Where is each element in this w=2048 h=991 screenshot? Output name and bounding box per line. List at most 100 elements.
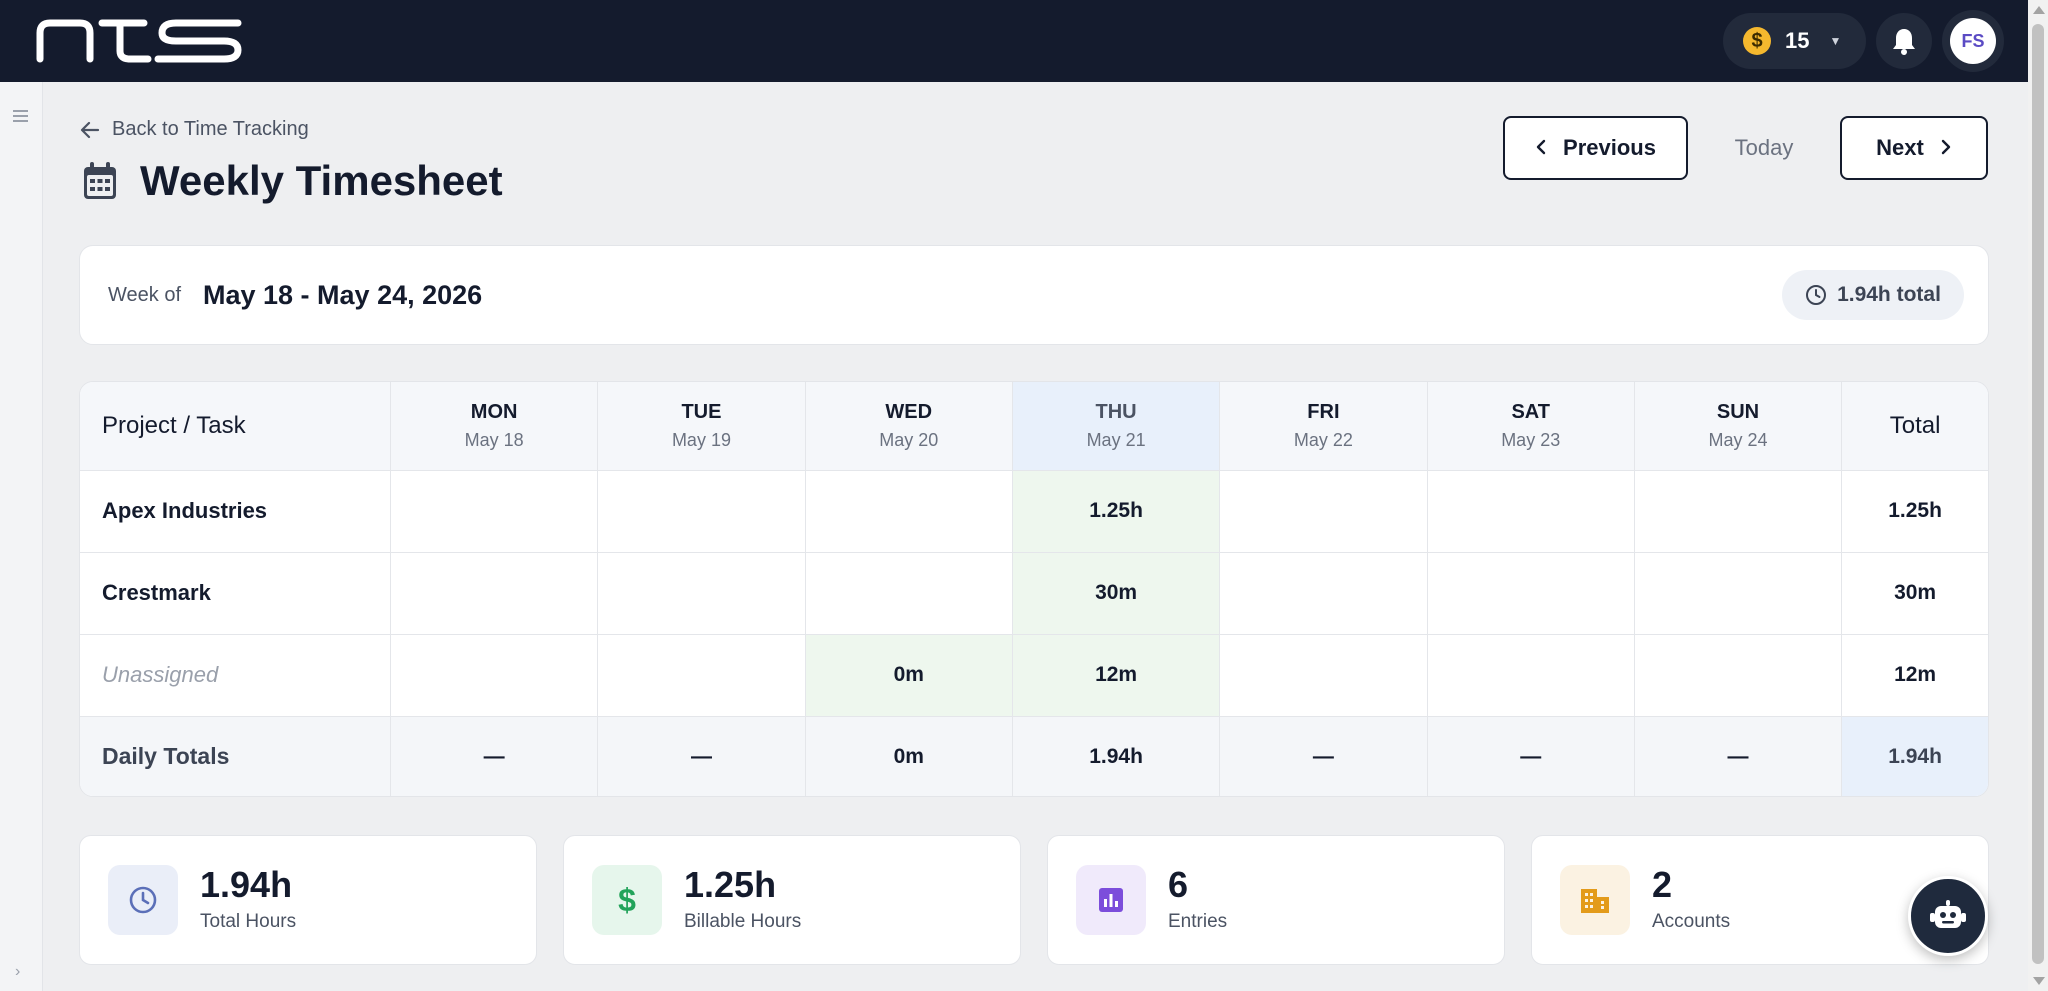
time-cell[interactable]: 1.25h bbox=[1012, 470, 1221, 553]
time-cell[interactable]: 0m bbox=[805, 634, 1013, 717]
daily-total: — bbox=[1427, 716, 1635, 796]
robot-icon bbox=[1930, 900, 1966, 928]
chevron-left-icon bbox=[1535, 135, 1547, 161]
time-cell[interactable] bbox=[390, 634, 599, 717]
clock-icon bbox=[108, 865, 178, 935]
stat-card-total-hours: 1.94h Total Hours bbox=[79, 835, 537, 965]
column-header-total: Total bbox=[1841, 382, 1988, 471]
column-header-wed: WED May 20 bbox=[805, 382, 1013, 471]
back-link-label: Back to Time Tracking bbox=[112, 118, 309, 140]
daily-total: — bbox=[1634, 716, 1843, 796]
stat-value: 6 bbox=[1168, 864, 1189, 905]
time-cell[interactable] bbox=[1219, 552, 1428, 635]
dollar-icon: $ bbox=[592, 865, 662, 935]
time-cell[interactable] bbox=[597, 634, 806, 717]
today-button[interactable]: Today bbox=[1734, 135, 1794, 160]
time-cell[interactable] bbox=[1427, 552, 1635, 635]
arrow-left-icon bbox=[80, 121, 100, 138]
time-cell[interactable] bbox=[1634, 552, 1843, 635]
stat-card-entries: 6 Entries bbox=[1047, 835, 1505, 965]
nts-logo bbox=[36, 19, 242, 63]
time-cell[interactable] bbox=[597, 470, 806, 553]
chevron-down-icon: ▼ bbox=[1829, 34, 1842, 48]
time-cell[interactable] bbox=[1427, 470, 1635, 553]
daily-totals-row: Daily Totals — — 0m 1.94h — — — 1.94h bbox=[80, 716, 1988, 796]
notifications-button[interactable] bbox=[1876, 13, 1932, 69]
chevron-right-icon[interactable]: › bbox=[15, 963, 21, 980]
coin-count: 15 bbox=[1785, 28, 1810, 53]
time-cell[interactable]: 12m bbox=[1012, 634, 1221, 717]
week-summary-card: Week of May 18 - May 24, 2026 1.94h tota… bbox=[79, 245, 1989, 345]
table-row: Crestmark 30m 30m bbox=[80, 552, 1988, 635]
column-header-tue: TUE May 19 bbox=[597, 382, 806, 471]
time-cell[interactable] bbox=[1427, 634, 1635, 717]
column-header-project: Project / Task bbox=[80, 382, 391, 471]
daily-total: 1.94h bbox=[1012, 716, 1221, 796]
clock-icon bbox=[1806, 285, 1827, 305]
row-total: 30m bbox=[1841, 552, 1988, 635]
time-cell[interactable] bbox=[1219, 634, 1428, 717]
sidebar: › bbox=[0, 82, 43, 991]
calendar-icon bbox=[84, 162, 116, 199]
row-total: 12m bbox=[1841, 634, 1988, 717]
daily-total: 0m bbox=[805, 716, 1013, 796]
page-header: Weekly Timesheet bbox=[82, 157, 503, 205]
column-header-mon: MON May 18 bbox=[390, 382, 599, 471]
top-bar: $ 15 ▼ FS bbox=[0, 0, 2028, 82]
building-icon bbox=[1560, 865, 1630, 935]
daily-total: — bbox=[390, 716, 599, 796]
time-cell[interactable] bbox=[597, 552, 806, 635]
table-row: Apex Industries 1.25h 1.25h bbox=[80, 470, 1988, 553]
stat-label: Billable Hours bbox=[684, 911, 802, 932]
avatar: FS bbox=[1950, 18, 1996, 64]
time-cell[interactable] bbox=[805, 470, 1013, 553]
stats-row: 1.94h Total Hours $ 1.25h Billable Hours… bbox=[79, 835, 1989, 965]
menu-icon[interactable] bbox=[13, 110, 28, 125]
column-header-sun: SUN May 24 bbox=[1634, 382, 1843, 471]
stat-label: Total Hours bbox=[200, 911, 297, 932]
next-label: Next bbox=[1876, 135, 1924, 160]
time-cell[interactable] bbox=[1219, 470, 1428, 553]
week-range: May 18 - May 24, 2026 bbox=[203, 279, 483, 310]
logo[interactable] bbox=[36, 19, 242, 63]
project-name: Apex Industries bbox=[80, 470, 391, 553]
column-header-fri: FRI May 22 bbox=[1219, 382, 1428, 471]
user-menu-button[interactable]: FS bbox=[1942, 10, 2004, 72]
page-scrollbar[interactable] bbox=[2028, 0, 2048, 991]
next-week-button[interactable]: Next bbox=[1840, 116, 1988, 180]
time-cell[interactable] bbox=[390, 552, 599, 635]
stat-card-billable-hours: $ 1.25h Billable Hours bbox=[563, 835, 1021, 965]
time-cell[interactable] bbox=[1634, 634, 1843, 717]
back-to-time-tracking-link[interactable]: Back to Time Tracking bbox=[80, 118, 309, 141]
bar-chart-icon bbox=[1076, 865, 1146, 935]
scroll-thumb[interactable] bbox=[2032, 24, 2044, 964]
assistant-button[interactable] bbox=[1908, 876, 1988, 956]
coins-dropdown[interactable]: $ 15 ▼ bbox=[1723, 13, 1866, 69]
column-header-sat: SAT May 23 bbox=[1427, 382, 1635, 471]
project-name: Crestmark bbox=[80, 552, 391, 635]
scroll-up-icon[interactable] bbox=[2033, 6, 2045, 14]
table-row: Unassigned 0m 12m 12m bbox=[80, 634, 1988, 717]
time-cell[interactable]: 30m bbox=[1012, 552, 1221, 635]
stat-label: Entries bbox=[1168, 911, 1228, 932]
week-navigation: Previous Today Next bbox=[1503, 116, 1988, 180]
week-of-label: Week of bbox=[108, 283, 181, 306]
daily-total: — bbox=[1219, 716, 1428, 796]
previous-week-button[interactable]: Previous bbox=[1503, 116, 1688, 180]
scroll-down-icon[interactable] bbox=[2033, 977, 2045, 985]
timesheet-table: Project / Task MON May 18 TUE May 19 WED Ma… bbox=[80, 382, 1988, 796]
previous-label: Previous bbox=[1563, 135, 1656, 160]
time-cell[interactable] bbox=[1634, 470, 1843, 553]
bell-icon bbox=[1893, 29, 1915, 55]
chevron-right-icon bbox=[1940, 135, 1952, 161]
daily-total: — bbox=[597, 716, 806, 796]
time-cell[interactable] bbox=[805, 552, 1013, 635]
column-header-thu: THU May 21 bbox=[1012, 382, 1221, 471]
week-total: 1.94h total bbox=[1837, 283, 1941, 306]
time-cell[interactable] bbox=[390, 470, 599, 553]
daily-totals-label: Daily Totals bbox=[80, 716, 391, 796]
stat-value: 2 bbox=[1652, 864, 1673, 905]
stat-value: 1.94h bbox=[200, 864, 293, 905]
stat-label: Accounts bbox=[1652, 911, 1731, 932]
coin-icon: $ bbox=[1743, 27, 1771, 55]
